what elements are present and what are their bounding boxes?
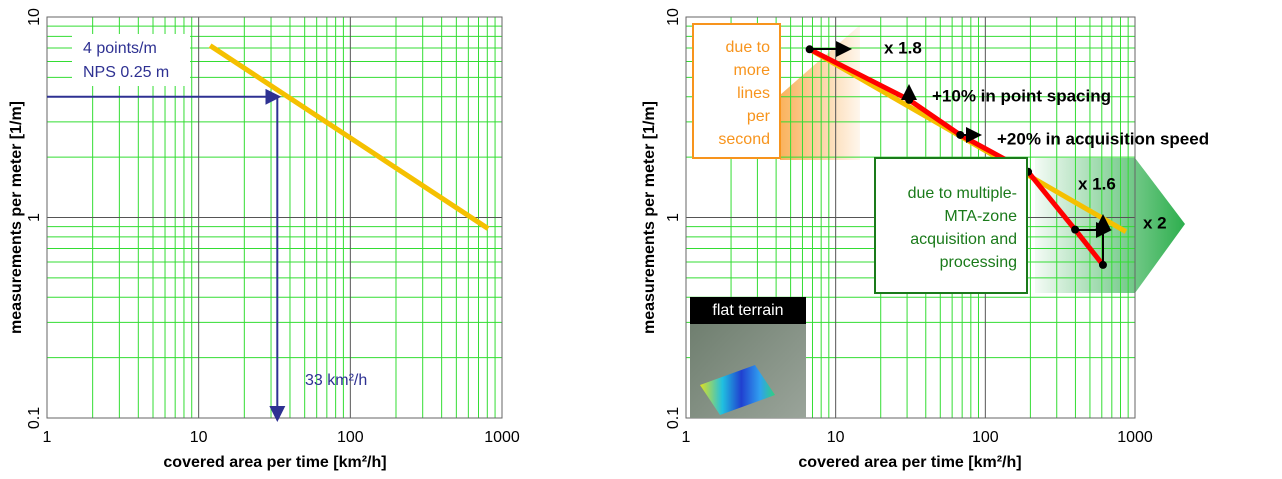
page: 11010010000.1110covered area per time [k… [0, 0, 1282, 479]
y-tick-label: 0.1 [26, 407, 43, 429]
annotation: x 1.6 [1078, 174, 1116, 193]
y-tick-label: 1 [26, 213, 43, 222]
x-tick-label: 10 [827, 429, 845, 446]
series-line [210, 46, 488, 229]
x-axis-title: covered area per time [km²/h] [798, 454, 1021, 471]
annotation: x 2 [1143, 213, 1167, 232]
x-tick-label: 1000 [1117, 429, 1153, 446]
y-tick-label: 1 [665, 213, 682, 222]
callout-text: per [747, 108, 771, 125]
callout-text: due to [726, 39, 771, 56]
callout-text: due to multiple- [908, 185, 1017, 202]
inset-title: flat terrain [712, 302, 783, 319]
x-axis-title: covered area per time [km²/h] [163, 454, 386, 471]
orange-shade [780, 25, 860, 160]
x-tick-label: 100 [972, 429, 999, 446]
annotation: 33 km²/h [305, 372, 367, 389]
x-tick-label: 10 [190, 429, 208, 446]
y-tick-label: 0.1 [665, 407, 682, 429]
annotation: 4 points/m [83, 40, 157, 57]
annotation: +20% in acquisition speed [997, 129, 1209, 148]
x-tick-label: 1 [682, 429, 691, 446]
y-axis-title: measurements per meter [1/m] [641, 101, 658, 334]
annotation: NPS 0.25 m [83, 64, 169, 81]
callout-text: processing [940, 254, 1017, 271]
x-tick-label: 1000 [484, 429, 520, 446]
y-tick-label: 10 [26, 8, 43, 26]
callout-text: more [734, 62, 771, 79]
callout-box [875, 158, 1027, 293]
x-tick-label: 1 [43, 429, 52, 446]
annotation: +10% in point spacing [932, 86, 1111, 105]
x-tick-label: 100 [337, 429, 364, 446]
callout-text: MTA-zone [944, 208, 1017, 225]
y-axis-title: measurements per meter [1/m] [8, 101, 25, 334]
callout-text: second [718, 131, 770, 148]
y-tick-label: 10 [665, 8, 682, 26]
callout-text: acquisition and [910, 231, 1017, 248]
callout-text: lines [737, 85, 770, 102]
annotation: x 1.8 [884, 38, 922, 57]
